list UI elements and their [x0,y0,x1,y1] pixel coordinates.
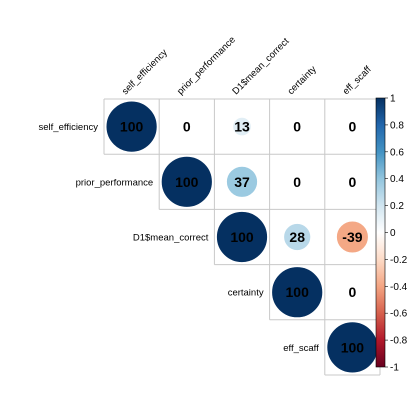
corr-value-prior_performance-certainty: 0 [293,174,301,190]
row-label-D1$mean_correct: D1$mean_correct [133,233,209,244]
corr-circle-D1$mean_correct-D1$mean_correct [216,211,268,263]
col-label-self_efficiency: self_efficiency [120,47,170,97]
corr-circle-D1$mean_correct-certainty [283,223,312,251]
corr-value-certainty-certainty: 100 [286,284,310,300]
corr-value-self_efficiency-prior_performance: 0 [183,119,191,135]
corr-value-self_efficiency-self_efficiency: 100 [120,119,144,135]
corr-value-self_efficiency-certainty: 0 [293,119,301,135]
colorbar-tick-label: 0.2 [390,201,404,212]
colorbar-tick-label: -0.2 [390,255,408,266]
correlation-circles [105,100,379,374]
corr-value-D1$mean_correct-certainty: 28 [289,229,305,245]
corr-value-self_efficiency-eff_scaff: 0 [349,119,357,135]
corr-value-D1$mean_correct-eff_scaff: -39 [342,229,362,245]
corr-value-certainty-eff_scaff: 0 [349,284,357,300]
row-label-self_efficiency: self_efficiency [39,122,99,133]
colorbar: 1 0.8 0.6 0.4 0.2 0 -0.2 -0.4 -0.6 -0.8 -1 [375,94,408,374]
colorbar-tick-label: -0.6 [390,309,408,320]
colorbar-tick-label: -0.8 [390,336,408,347]
colorbar-tick-label: -0.4 [390,282,408,293]
corr-value-self_efficiency-D1$mean_correct: 13 [234,119,250,135]
row-label-eff_scaff: eff_scaff [283,343,319,354]
corr-value-prior_performance-D1$mean_correct: 37 [234,174,250,190]
row-labels: self_efficiency prior_performance D1$mean_… [39,122,320,354]
colorbar-tick-label: 0.6 [390,147,404,158]
corr-circle-self_efficiency-D1$mean_correct [232,117,252,137]
corr-circle-D1$mean_correct-eff_scaff [336,220,369,254]
colorbar-gradient [375,97,386,368]
corr-value-prior_performance-eff_scaff: 0 [349,174,357,190]
corr-circle-prior_performance-D1$mean_correct [226,165,258,198]
colorbar-tick-label: 1 [390,94,396,105]
row-label-prior_performance: prior_performance [76,177,154,188]
colorbar-tick-label: -1 [390,363,399,374]
col-label-D1$mean_correct: D1$mean_correct [230,36,291,97]
col-label-eff_scaff: eff_scaff [341,64,374,97]
col-label-prior_performance: prior_performance [175,34,238,97]
colorbar-tick-label: 0.8 [390,120,404,131]
column-labels: self_efficiency prior_performanceD1$mean_… [120,34,374,97]
corr-value-prior_performance-prior_performance: 100 [175,174,199,190]
corr-value-eff_scaff-eff_scaff: 100 [341,339,365,355]
corr-circle-self_efficiency-self_efficiency [105,100,158,153]
colorbar-tick-label: 0.4 [390,174,404,185]
col-label-certainty: certainty [286,64,319,97]
corr-value-D1$mean_correct-D1$mean_correct: 100 [230,229,254,245]
corr-circle-certainty-certainty [271,266,324,319]
corr-circle-prior_performance-prior_performance [160,155,213,208]
row-label-certainty: certainty [228,288,264,299]
colorbar-tick-label: 0 [390,228,396,239]
correlation-values: 100 0 13 0 0 100 37 0 0 100 28 -39 100 0 100 [120,119,364,356]
